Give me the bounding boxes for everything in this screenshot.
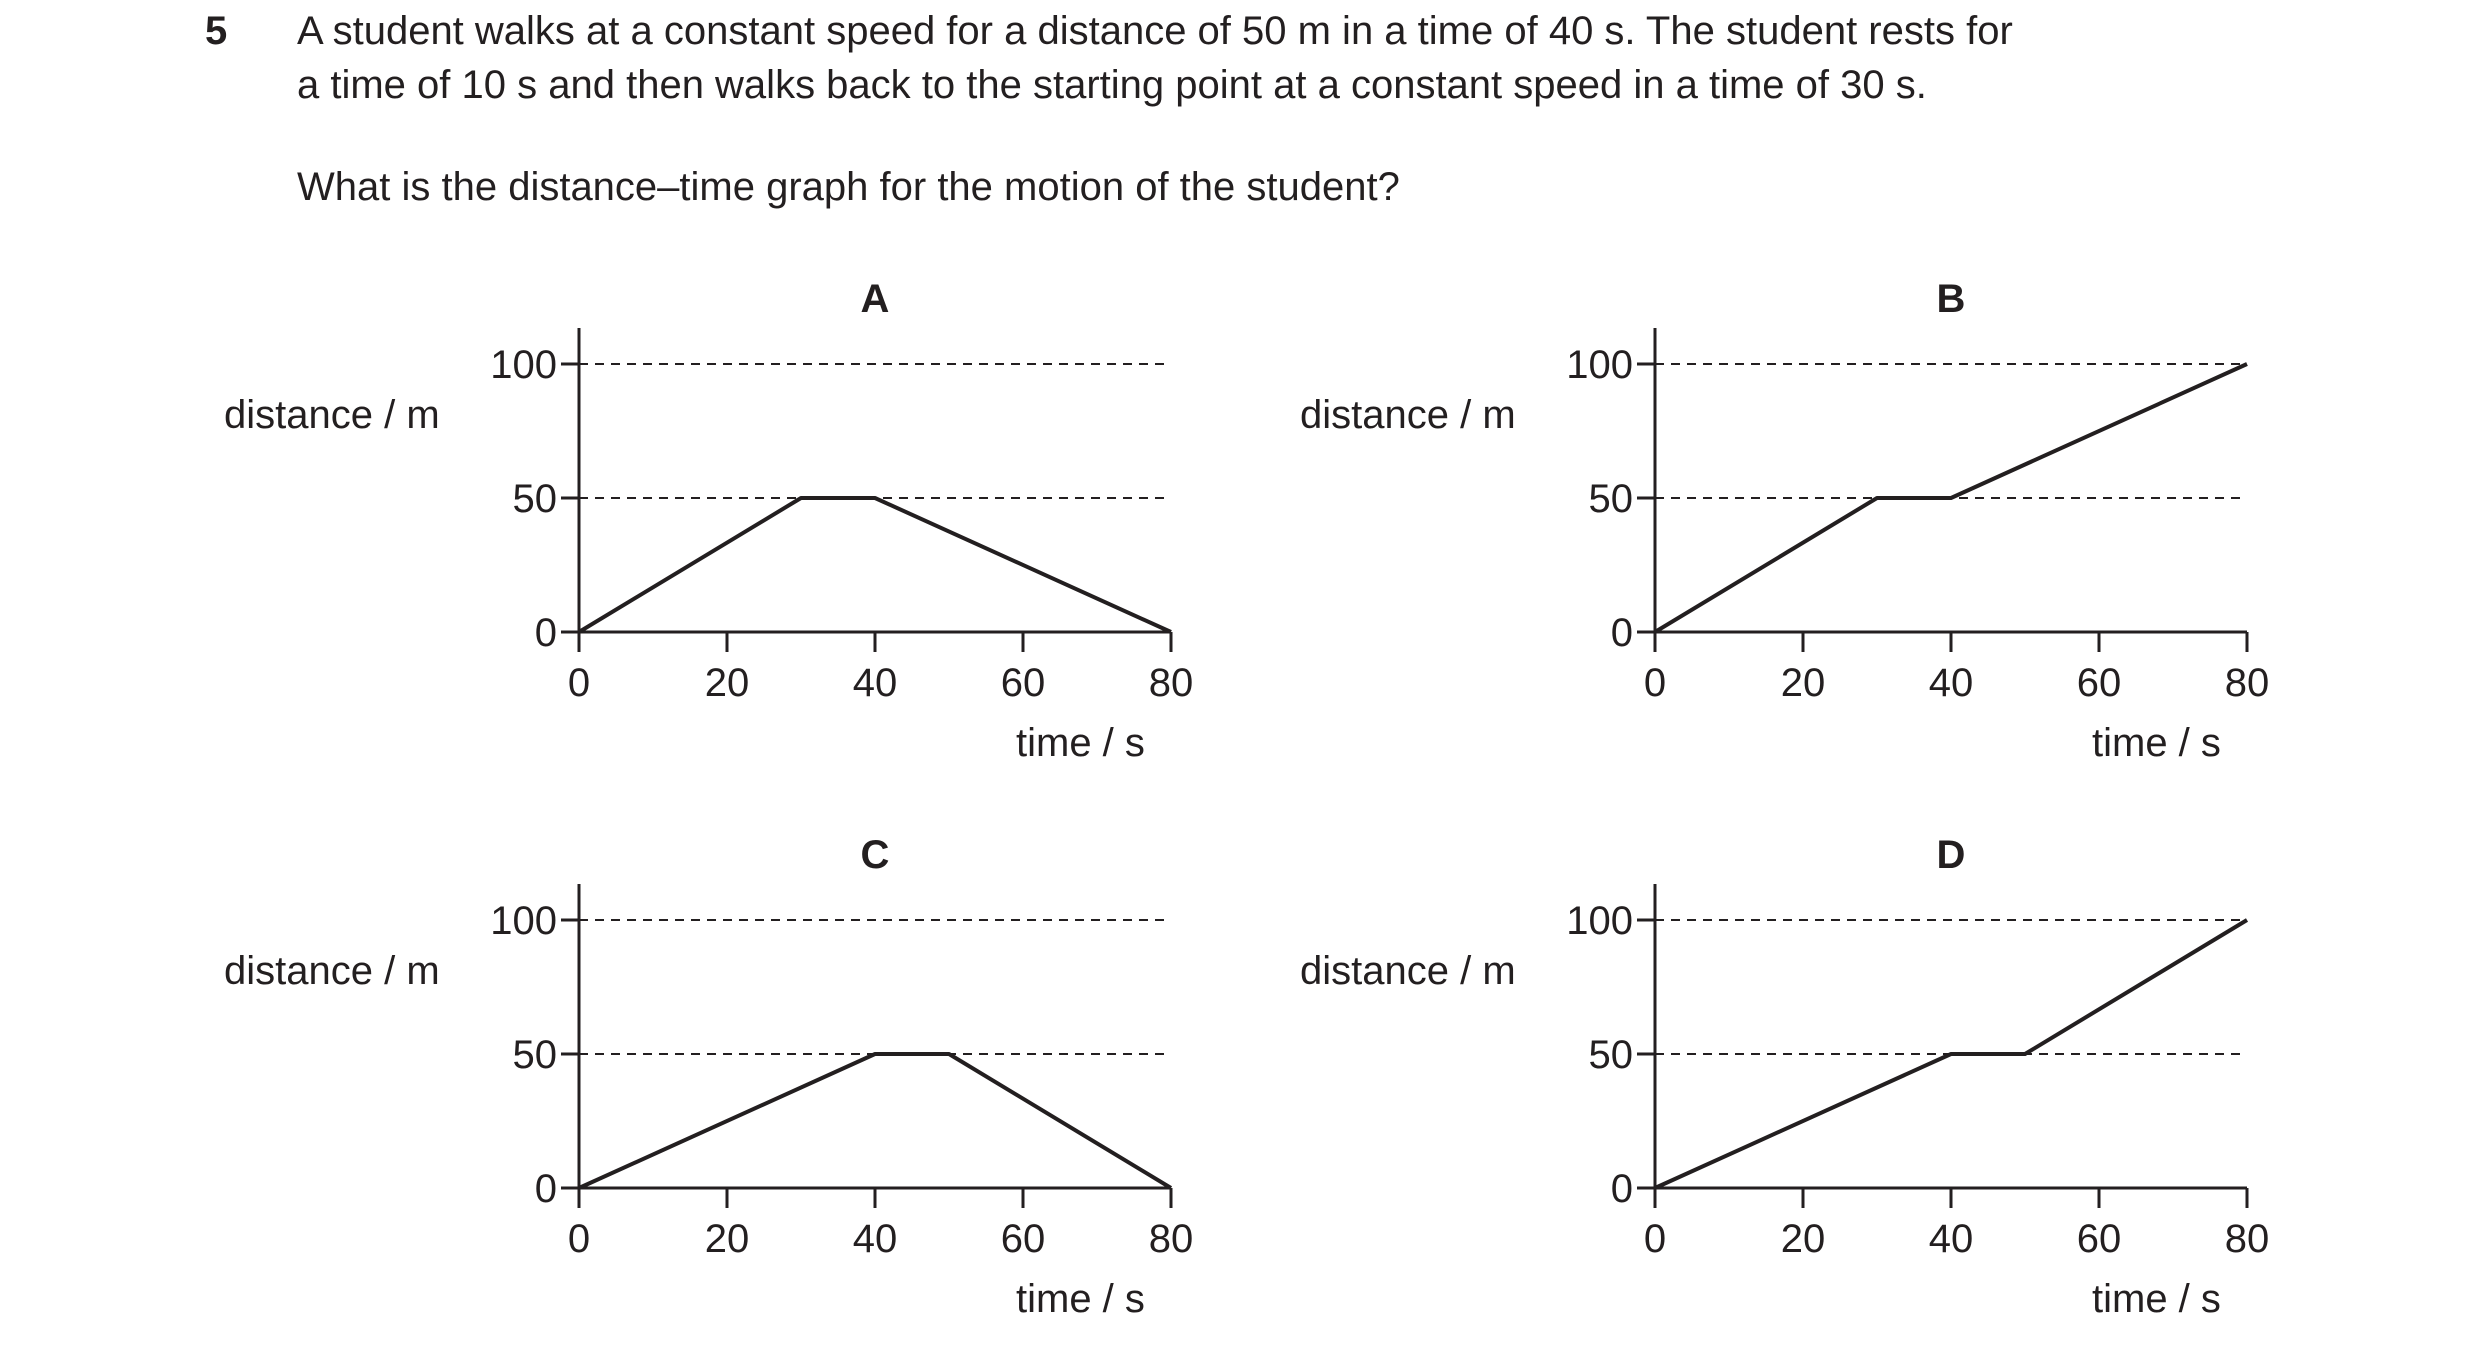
y-tick-label: 100: [1566, 343, 1633, 387]
series-line-0: [1653, 362, 2248, 634]
y-tick-label: 0: [535, 611, 557, 655]
graph-title: B: [1937, 277, 1966, 321]
x-tick-label: 20: [705, 661, 750, 705]
question-stem-line-1: A student walks at a constant speed for …: [297, 9, 2013, 53]
y-tick-label: 100: [490, 343, 557, 387]
graph-title: D: [1937, 833, 1966, 877]
x-axis-label: time / s: [2092, 1277, 2221, 1321]
x-tick-label: 20: [1781, 1217, 1826, 1261]
y-tick-label: 0: [535, 1167, 557, 1211]
graph-b: B 0 50 100 0 20 40 60 80 distance / m time / s: [1300, 277, 2269, 765]
y-axis-label: distance / m: [1300, 393, 1516, 437]
graph-d: D 0 50 100 0 20 40 60 80 distance / m time / s: [1300, 833, 2269, 1321]
x-tick-label: 40: [853, 661, 898, 705]
x-tick-label: 0: [1644, 1217, 1666, 1261]
x-tick-label: 20: [705, 1217, 750, 1261]
x-tick-label: 0: [568, 661, 590, 705]
graph-title: A: [861, 277, 890, 321]
y-tick-label: 50: [1589, 1033, 1634, 1077]
series-line-0: [578, 1052, 1173, 1190]
graph-c: C 0 50 100 0 20 40 60 80 distance / m time / s: [224, 833, 1193, 1321]
x-tick-label: 80: [2225, 661, 2270, 705]
x-tick-label: 0: [1644, 661, 1666, 705]
y-axis-label: distance / m: [224, 949, 440, 993]
question-stem: A student walks at a constant speed for …: [297, 4, 2447, 112]
x-tick-label: 60: [1001, 1217, 1046, 1261]
y-tick-label: 50: [513, 477, 558, 521]
x-axis-label: time / s: [1016, 721, 1145, 765]
y-tick-label: 50: [1589, 477, 1634, 521]
x-axis-label: time / s: [2092, 721, 2221, 765]
series-line-0: [577, 496, 1172, 634]
x-tick-label: 0: [568, 1217, 590, 1261]
x-tick-label: 40: [853, 1217, 898, 1261]
series-line-0: [1654, 918, 2249, 1190]
x-axis-label: time / s: [1016, 1277, 1145, 1321]
y-tick-label: 0: [1611, 1167, 1633, 1211]
x-tick-label: 40: [1929, 1217, 1974, 1261]
x-tick-label: 60: [2077, 661, 2122, 705]
y-tick-label: 50: [513, 1033, 558, 1077]
x-tick-label: 80: [1149, 1217, 1194, 1261]
y-axis-label: distance / m: [224, 393, 440, 437]
x-tick-label: 80: [1149, 661, 1194, 705]
x-tick-label: 20: [1781, 661, 1826, 705]
y-tick-label: 0: [1611, 611, 1633, 655]
y-tick-label: 100: [490, 899, 557, 943]
y-axis-label: distance / m: [1300, 949, 1516, 993]
x-tick-label: 80: [2225, 1217, 2270, 1261]
x-tick-label: 60: [2077, 1217, 2122, 1261]
question-stem-line-2: a time of 10 s and then walks back to th…: [297, 63, 1927, 107]
graph-title: C: [861, 833, 890, 877]
question-prompt: What is the distance–time graph for the …: [297, 165, 1400, 209]
x-tick-label: 40: [1929, 661, 1974, 705]
y-tick-label: 100: [1566, 899, 1633, 943]
graph-a: A 0 50 100 0 20 40 60 80 distance / m time / s: [224, 277, 1193, 765]
question-number: 5: [205, 9, 228, 53]
x-tick-label: 60: [1001, 661, 1046, 705]
